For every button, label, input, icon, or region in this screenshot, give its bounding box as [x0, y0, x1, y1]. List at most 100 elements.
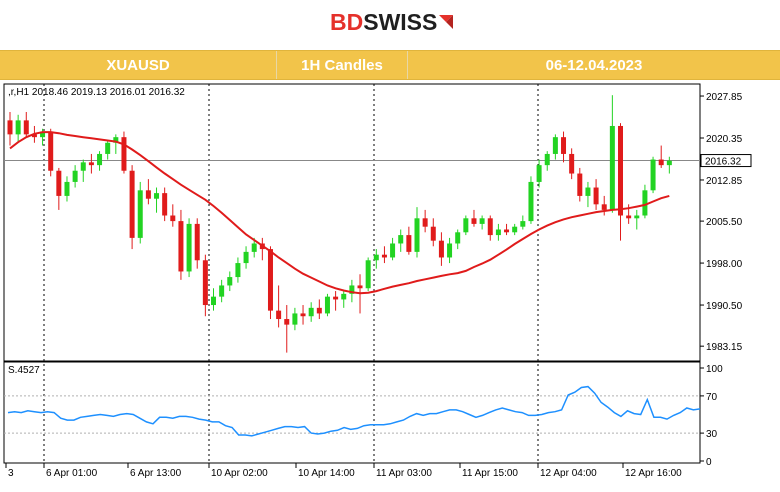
bear-candle: [145, 190, 151, 199]
bear-candle: [178, 221, 184, 272]
bear-candle: [561, 137, 567, 154]
bull-candle: [634, 215, 640, 219]
x-tick-label: 12 Apr 16:00: [625, 468, 682, 479]
x-tick-label: 6 Apr 01:00: [46, 468, 98, 479]
bull-candle: [544, 153, 550, 166]
current-price-box: [700, 154, 752, 168]
bull-candle: [666, 160, 672, 166]
bull-candle: [186, 223, 192, 272]
bull-candle: [235, 263, 241, 278]
logo-text-swiss: SWISS: [363, 8, 438, 35]
price-panel-frame: [3, 83, 701, 362]
bear-candle: [88, 162, 94, 166]
symbol-label: XUAUSD: [0, 51, 277, 79]
price-tick-label: 2012.85: [706, 176, 743, 187]
osc-tick-label: 0: [706, 457, 712, 468]
bull-candle: [137, 190, 143, 238]
bull-candle: [585, 187, 591, 196]
bull-candle: [308, 307, 314, 317]
bear-candle: [56, 170, 62, 196]
bull-candle: [365, 260, 371, 289]
logo-arrow-icon: [439, 15, 454, 29]
bull-candle: [341, 293, 347, 300]
logo-bar: BD SWISS: [0, 0, 780, 44]
bull-candle: [72, 170, 78, 182]
oscillator-label: S.4527: [8, 365, 40, 376]
price-tick-label: 2005.50: [706, 217, 743, 228]
bull-candle: [243, 251, 249, 264]
osc-tick-label: 70: [706, 392, 718, 403]
bear-candle: [48, 131, 54, 171]
x-tick-label: 12 Apr 04:00: [540, 468, 597, 479]
bear-candle: [284, 319, 290, 325]
osc-tick-label: 30: [706, 429, 718, 440]
bull-candle: [455, 232, 461, 244]
bull-candle: [105, 142, 111, 154]
bull-candle: [528, 181, 534, 222]
bull-candle: [292, 313, 298, 325]
bull-candle: [349, 285, 355, 294]
bull-candle: [642, 190, 648, 216]
bull-candle: [650, 159, 656, 191]
bull-candle: [609, 125, 615, 210]
oscillator-line: [7, 385, 701, 437]
bull-candle: [414, 218, 420, 252]
x-tick-label: 6 Apr 13:00: [130, 468, 182, 479]
bull-candle: [80, 162, 86, 171]
osc-tick-label: 100: [706, 364, 723, 375]
bear-candle: [121, 137, 127, 171]
chart-area: ,r,H1 2018.46 2019.13 2016.01 2016.32 S.…: [0, 80, 780, 487]
bear-candle: [276, 310, 282, 320]
bull-candle: [64, 181, 70, 196]
logo-text-bd: BD: [330, 8, 364, 35]
bear-candle: [626, 215, 632, 219]
bear-candle: [31, 134, 37, 138]
bull-candle: [495, 229, 501, 236]
bear-candle: [593, 187, 599, 205]
bull-candle: [251, 243, 257, 252]
bear-candle: [7, 120, 13, 135]
bear-candle: [430, 226, 436, 241]
bear-candle: [471, 218, 477, 224]
bear-candle: [170, 215, 176, 222]
bull-candle: [154, 193, 160, 199]
oscillator-panel-frame: [3, 361, 701, 464]
bull-candle: [219, 285, 225, 297]
bear-candle: [162, 193, 168, 216]
bull-candle: [520, 221, 526, 227]
bull-candle: [324, 296, 330, 314]
bear-candle: [569, 153, 575, 174]
date-range-label: 06-12.04.2023: [545, 56, 643, 74]
bdswiss-logo: BD SWISS: [330, 8, 454, 36]
bear-candle: [487, 218, 493, 236]
bull-candle: [463, 218, 469, 233]
bear-candle: [202, 260, 208, 306]
bear-candle: [300, 313, 306, 317]
header-bar: XUAUSD 1H Candles 06-12.04.2023: [0, 50, 780, 80]
moving-average-line: [9, 131, 670, 295]
bull-candle: [398, 235, 404, 244]
price-tick-label: 1983.15: [706, 342, 743, 353]
price-tick-label: 1990.50: [706, 301, 743, 312]
bull-candle: [227, 277, 233, 286]
price-chart: ,r,H1 2018.46 2019.13 2016.01 2016.32 S.…: [3, 83, 752, 479]
bear-candle: [333, 296, 339, 300]
bear-candle: [504, 229, 510, 233]
bull-candle: [447, 243, 453, 258]
bear-candle: [316, 307, 322, 314]
bear-candle: [577, 173, 583, 196]
x-tick-label: 11 Apr 03:00: [376, 468, 432, 479]
timeframe-label: 1H Candles: [277, 51, 408, 79]
bear-candle: [601, 204, 607, 210]
x-tick-label: 11 Apr 15:00: [462, 468, 518, 479]
price-tick-label: 1998.00: [706, 259, 743, 270]
current-price-label: 2016.32: [705, 157, 742, 168]
bear-candle: [129, 170, 135, 238]
bear-candle: [406, 235, 412, 252]
bull-candle: [373, 254, 379, 261]
bull-candle: [536, 165, 542, 182]
bull-candle: [113, 137, 119, 143]
bear-candle: [23, 120, 29, 135]
bull-candle: [15, 120, 21, 135]
bear-candle: [618, 125, 623, 216]
